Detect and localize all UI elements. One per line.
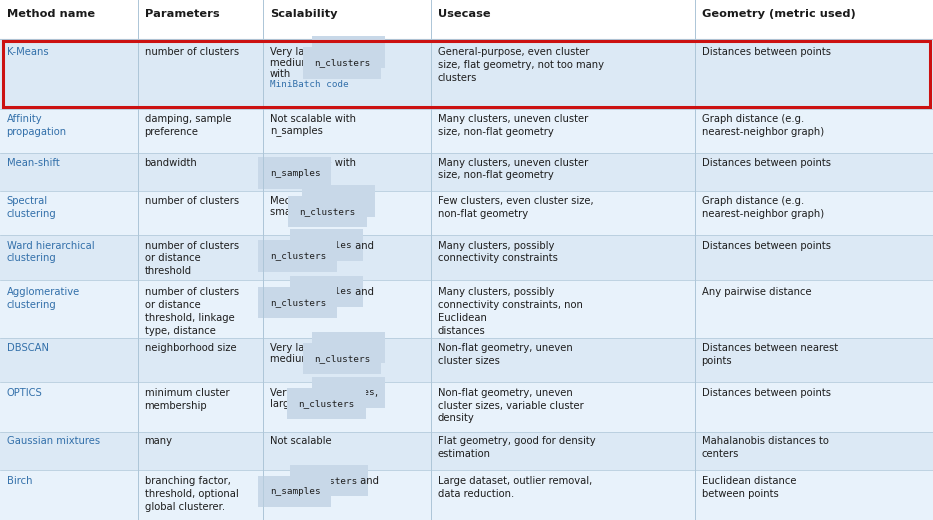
Text: damping, sample
preference: damping, sample preference: [145, 114, 231, 137]
Text: Non-flat geometry, uneven
cluster sizes: Non-flat geometry, uneven cluster sizes: [438, 343, 572, 366]
Text: bandwidth: bandwidth: [145, 158, 198, 167]
Text: many: many: [145, 436, 173, 447]
Bar: [0, 191, 933, 235]
Text: Many clusters, uneven cluster
size, non-flat geometry: Many clusters, uneven cluster size, non-…: [438, 158, 588, 180]
Text: n_samples: n_samples: [270, 487, 320, 496]
Text: neighborhood size: neighborhood size: [145, 343, 236, 353]
Text: Gaussian mixtures: Gaussian mixtures: [7, 436, 100, 447]
Text: Large dataset, outlier removal,
data reduction.: Large dataset, outlier removal, data red…: [438, 476, 592, 499]
Text: with: with: [270, 69, 291, 79]
Text: ,: ,: [374, 343, 377, 353]
Text: Large: Large: [270, 241, 300, 251]
Text: Any pairwise distance: Any pairwise distance: [702, 287, 811, 297]
Bar: [0, 432, 933, 470]
Text: Birch: Birch: [7, 476, 32, 486]
Text: Large: Large: [270, 476, 300, 486]
Text: Distances between points: Distances between points: [702, 388, 830, 398]
Bar: [0, 109, 933, 153]
Text: Method name: Method name: [7, 8, 94, 19]
Text: Very large: Very large: [270, 47, 324, 57]
Text: Graph distance (e.g.
nearest-neighbor graph): Graph distance (e.g. nearest-neighbor gr…: [702, 114, 824, 137]
Text: Not scalable: Not scalable: [270, 436, 331, 447]
Bar: [0, 0, 933, 39]
Text: Distances between points: Distances between points: [702, 241, 830, 251]
Text: number of clusters
or distance
threshold: number of clusters or distance threshold: [145, 241, 239, 276]
Text: Mahalanobis distances to
centers: Mahalanobis distances to centers: [702, 436, 829, 459]
Text: n_clusters: n_clusters: [300, 476, 357, 485]
Text: Medium: Medium: [270, 197, 313, 206]
Bar: [0, 153, 933, 191]
Text: n_samples: n_samples: [300, 287, 352, 296]
Text: MiniBatch code: MiniBatch code: [270, 80, 348, 89]
Text: OPTICS: OPTICS: [7, 388, 42, 398]
Text: General-purpose, even cluster
size, flat geometry, not too many
clusters: General-purpose, even cluster size, flat…: [438, 47, 604, 83]
Text: Non-flat geometry, uneven
cluster sizes, variable cluster
density: Non-flat geometry, uneven cluster sizes,…: [438, 388, 583, 423]
Text: n_samples: n_samples: [324, 47, 374, 56]
Text: Usecase: Usecase: [438, 8, 490, 19]
Text: Mean-shift: Mean-shift: [7, 158, 60, 167]
Text: n_samples: n_samples: [270, 125, 323, 136]
Text: Parameters: Parameters: [145, 8, 219, 19]
Text: Affinity
propagation: Affinity propagation: [7, 114, 66, 137]
Text: branching factor,
threshold, optional
global clusterer.: branching factor, threshold, optional gl…: [145, 476, 238, 512]
Text: Very large: Very large: [270, 343, 324, 353]
Bar: [0, 382, 933, 432]
Text: DBSCAN: DBSCAN: [7, 343, 49, 353]
Text: Not scalable with: Not scalable with: [270, 158, 355, 167]
Text: Large: Large: [270, 287, 300, 297]
Text: n_samples: n_samples: [270, 168, 320, 177]
Text: and: and: [357, 476, 379, 486]
Text: medium: medium: [270, 58, 313, 68]
Text: n_clusters: n_clusters: [270, 252, 326, 261]
Text: n_samples: n_samples: [313, 197, 363, 205]
Text: Ward hierarchical
clustering: Ward hierarchical clustering: [7, 241, 94, 263]
Text: and: and: [352, 241, 373, 251]
Text: Graph distance (e.g.
nearest-neighbor graph): Graph distance (e.g. nearest-neighbor gr…: [702, 197, 824, 219]
Text: Not scalable with: Not scalable with: [270, 114, 355, 124]
Text: Few clusters, even cluster size,
non-flat geometry: Few clusters, even cluster size, non-fla…: [438, 197, 593, 219]
Text: Many clusters, possibly
connectivity constraints: Many clusters, possibly connectivity con…: [438, 241, 557, 263]
Text: Many clusters, possibly
connectivity constraints, non
Euclidean
distances: Many clusters, possibly connectivity con…: [438, 287, 582, 336]
Text: Spectral
clustering: Spectral clustering: [7, 197, 56, 219]
Text: minimum cluster
membership: minimum cluster membership: [145, 388, 230, 411]
Bar: [0, 470, 933, 520]
Text: n_clusters: n_clusters: [299, 207, 355, 216]
Text: Euclidean distance
between points: Euclidean distance between points: [702, 476, 796, 499]
Text: K-Means: K-Means: [7, 47, 49, 57]
Text: n_samples: n_samples: [324, 388, 374, 397]
Text: Scalability: Scalability: [270, 8, 337, 19]
Text: ,: ,: [374, 388, 377, 398]
Text: Geometry (metric used): Geometry (metric used): [702, 8, 856, 19]
Text: Many clusters, uneven cluster
size, non-flat geometry: Many clusters, uneven cluster size, non-…: [438, 114, 588, 137]
Bar: [0, 39, 933, 109]
Text: small: small: [270, 207, 299, 217]
Text: and: and: [352, 287, 373, 297]
Text: n_clusters: n_clusters: [313, 58, 370, 68]
Text: Distances between nearest
points: Distances between nearest points: [702, 343, 838, 366]
Text: n_clusters: n_clusters: [313, 354, 370, 363]
Bar: [0, 337, 933, 382]
Bar: [3, 41, 930, 108]
Text: Distances between points: Distances between points: [702, 47, 830, 57]
Text: Distances between points: Distances between points: [702, 158, 830, 167]
Text: large: large: [270, 399, 299, 409]
Bar: [0, 235, 933, 280]
Bar: [0, 280, 933, 337]
Text: ,: ,: [374, 47, 377, 57]
Text: ,: ,: [363, 197, 367, 206]
Text: Flat geometry, good for density
estimation: Flat geometry, good for density estimati…: [438, 436, 595, 459]
Text: n_samples: n_samples: [324, 343, 374, 352]
Text: number of clusters: number of clusters: [145, 197, 239, 206]
Text: n_clusters: n_clusters: [299, 399, 355, 408]
Text: Agglomerative
clustering: Agglomerative clustering: [7, 287, 80, 310]
Text: n_samples: n_samples: [300, 241, 352, 250]
Text: number of clusters: number of clusters: [145, 47, 239, 57]
Text: Very large: Very large: [270, 388, 324, 398]
Text: number of clusters
or distance
threshold, linkage
type, distance: number of clusters or distance threshold…: [145, 287, 239, 336]
Text: n_clusters: n_clusters: [270, 298, 326, 307]
Text: medium: medium: [270, 354, 313, 364]
